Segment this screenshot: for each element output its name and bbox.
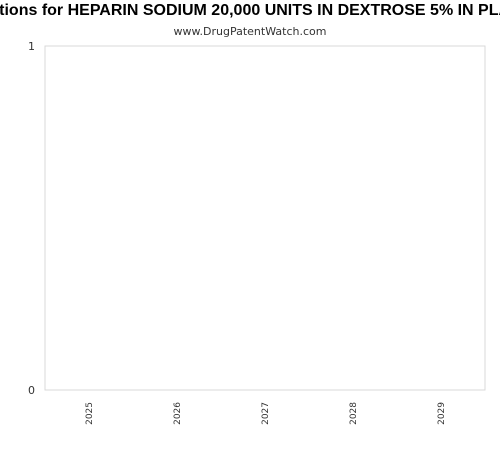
y-axis-ticks: 01 [28,40,35,397]
plot-area-frame [44,45,486,391]
x-tick-label: 2025 [85,402,95,425]
chart-subtitle-url: www.DrugPatentWatch.com [173,25,327,38]
x-axis-ticks: 2025 2026 2027 2028 2029 [85,402,447,425]
x-tick-label: 2029 [437,402,447,425]
x-tick-label: 2027 [261,402,271,425]
y-tick-label: 0 [28,384,35,397]
x-tick-label: 2028 [349,402,359,425]
y-tick-label: 1 [28,40,35,53]
x-tick-label: 2026 [173,402,183,425]
chart-title: Drug Patent Expirations for HEPARIN SODI… [0,2,500,19]
